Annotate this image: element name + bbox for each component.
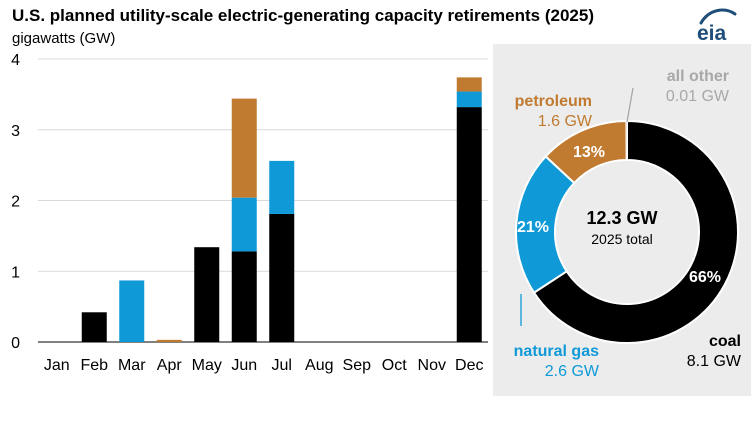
donut-slice-coal <box>532 119 739 344</box>
petroleum-value-label: 1.6 GW <box>538 113 593 130</box>
coal-value-label: 8.1 GW <box>687 353 742 370</box>
x-tick-label-jan: Jan <box>44 357 70 374</box>
donut-hole <box>556 161 698 303</box>
x-tick-label-oct: Oct <box>382 357 407 374</box>
eia-logo-text: eia <box>697 22 727 44</box>
natural-gas-percent-label: 21% <box>517 219 549 236</box>
bar-dec-natural-gas <box>456 91 482 108</box>
x-tick-label-feb: Feb <box>80 357 108 374</box>
eia-logo-arc-icon <box>699 8 737 25</box>
x-tick-label-sep: Sep <box>343 357 372 374</box>
bar-dec-coal <box>456 107 482 342</box>
annual-total-donut-panel: 12.3 GW 2025 total 66% 21% 13% all other… <box>493 44 751 396</box>
bar-chart-x-tick-labels: Jan Feb Mar Apr May Jun Jul Aug Sep Oct Nov Dec <box>44 357 484 374</box>
natural-gas-value-label: 2.6 GW <box>545 363 600 380</box>
y-tick-label-4: 4 <box>11 52 20 69</box>
eia-logo: eia <box>697 8 737 44</box>
center-total-value: 12.3 GW <box>586 208 657 228</box>
bar-dec-petroleum <box>456 77 482 92</box>
all-other-value-label: 0.01 GW <box>666 88 730 105</box>
y-axis-units-label: gigawatts (GW) <box>12 30 116 47</box>
all-other-leader-line <box>626 87 634 123</box>
bar-chart-gridlines <box>38 58 488 343</box>
bar-jun-petroleum <box>231 98 257 198</box>
bar-mar-natural-gas <box>119 280 145 342</box>
coal-percent-label: 66% <box>689 269 721 286</box>
x-tick-label-jul: Jul <box>272 357 292 374</box>
coal-name-label: coal <box>709 333 741 350</box>
x-tick-label-apr: Apr <box>157 357 183 374</box>
bar-jul-natural-gas <box>269 160 295 214</box>
x-tick-label-dec: Dec <box>455 357 483 374</box>
donut-slice-all-other <box>626 120 628 161</box>
monthly-retirements-bar-chart: 0 1 2 3 4 Jan Feb Mar Apr May Jun Jul Aug Sep Oct Nov D… <box>11 52 488 374</box>
bar-feb-coal <box>81 312 107 342</box>
bar-apr-petroleum <box>156 339 182 342</box>
petroleum-name-label: petroleum <box>515 93 592 110</box>
y-tick-label-3: 3 <box>11 123 20 140</box>
all-other-name-label: all other <box>667 68 729 85</box>
x-tick-label-nov: Nov <box>418 357 446 374</box>
petroleum-percent-label: 13% <box>573 144 605 161</box>
center-total-label: 2025 total <box>591 231 653 247</box>
natural-gas-name-label: natural gas <box>514 343 599 360</box>
bar-chart-y-tick-labels: 0 1 2 3 4 <box>11 52 20 352</box>
fuel-share-donut-chart: 12.3 GW 2025 total 66% 21% 13% all other… <box>514 68 742 380</box>
y-tick-label-2: 2 <box>11 194 20 211</box>
y-tick-label-1: 1 <box>11 264 20 281</box>
bar-chart-bars <box>81 77 482 342</box>
x-tick-label-jun: Jun <box>231 357 257 374</box>
x-tick-label-may: May <box>192 357 222 374</box>
chart-title: U.S. planned utility-scale electric-gene… <box>12 6 594 25</box>
bar-jul-coal <box>269 213 295 342</box>
x-tick-label-mar: Mar <box>118 357 146 374</box>
x-tick-label-aug: Aug <box>305 357 333 374</box>
donut-slices <box>515 119 739 344</box>
bar-jun-natural-gas <box>231 197 257 252</box>
y-tick-label-0: 0 <box>11 335 20 352</box>
bar-jun-coal <box>231 251 257 342</box>
bar-may-coal <box>194 247 220 342</box>
